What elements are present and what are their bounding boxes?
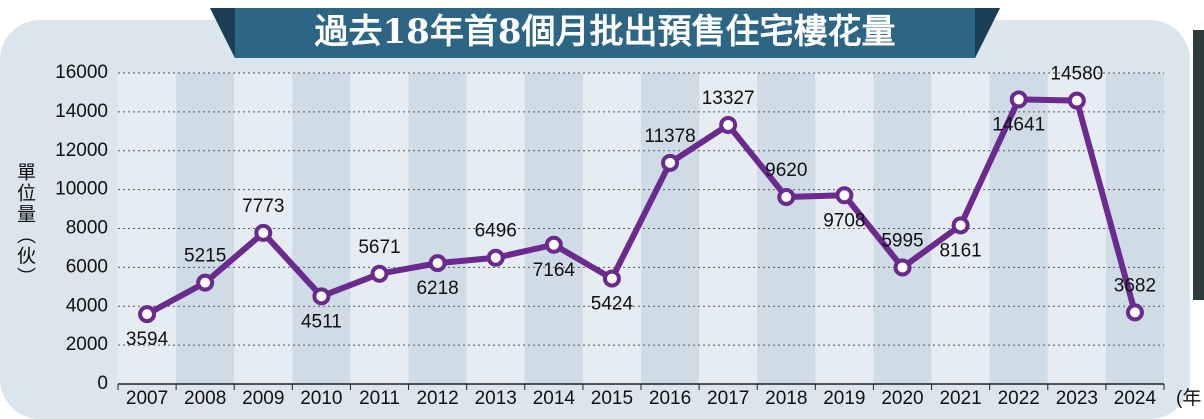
y-tick-label: 2000: [66, 334, 108, 355]
band: [757, 73, 815, 384]
x-tick-label: 2020: [881, 388, 923, 409]
data-label: 4511: [301, 311, 342, 332]
x-tick-label: 2015: [591, 388, 633, 409]
point: [431, 256, 445, 270]
x-tick-label: 2024: [1114, 388, 1157, 409]
x-axis-label: (年: [1176, 387, 1201, 409]
point: [663, 156, 677, 170]
point: [314, 289, 328, 303]
point: [1128, 305, 1142, 319]
data-label: 9620: [765, 160, 807, 181]
data-label: 5424: [591, 294, 634, 315]
band: [292, 73, 350, 384]
photo-edge: [1193, 30, 1204, 300]
chart-title: 過去18年首8個月批出預售住宅樓花量: [315, 12, 896, 52]
data-label: 11378: [644, 126, 695, 147]
point: [721, 118, 735, 132]
band: [409, 73, 467, 384]
y-tick-label: 0: [97, 373, 108, 394]
x-tick-label: 2019: [823, 388, 865, 409]
data-label: 14580: [1050, 64, 1103, 85]
point: [547, 238, 561, 252]
data-label: 8161: [939, 240, 981, 261]
data-label: 13327: [702, 88, 755, 109]
data-label: 9708: [823, 210, 865, 231]
x-tick-label: 2021: [939, 388, 981, 409]
y-tick-label: 4000: [66, 295, 108, 316]
x-tick-label: 2011: [359, 388, 400, 409]
x-tick-label: 2018: [765, 388, 807, 409]
band: [583, 73, 641, 384]
x-tick-label: 2010: [300, 388, 342, 409]
point: [198, 276, 212, 290]
band: [1048, 73, 1106, 384]
point: [1070, 94, 1084, 108]
x-tick-label: 2023: [1056, 388, 1098, 409]
data-label: 5671: [358, 237, 400, 258]
point: [489, 251, 503, 265]
point: [954, 218, 968, 232]
data-label: 14641: [992, 114, 1045, 135]
y-tick-label: 6000: [66, 256, 108, 277]
y-tick-label: 16000: [55, 62, 108, 83]
point: [605, 272, 619, 286]
data-label: 7773: [242, 196, 284, 217]
point: [140, 307, 154, 321]
point: [256, 226, 270, 240]
point: [779, 190, 793, 204]
data-label: 5215: [184, 246, 226, 267]
point: [837, 188, 851, 202]
data-label: 5995: [881, 230, 923, 251]
chart: 過去18年首8個月批出預售住宅樓花量 單位量（伙） (年 0 2000 4000 60…: [0, 0, 1204, 419]
band: [873, 73, 931, 384]
point: [373, 267, 387, 281]
data-label: 3682: [1114, 275, 1156, 296]
y-tick-label: 12000: [55, 140, 108, 161]
x-tick-label: 2014: [533, 388, 576, 409]
x-tick-label: 2007: [126, 388, 168, 409]
data-label: 6218: [416, 278, 458, 299]
y-tick-label: 10000: [55, 179, 108, 200]
x-tick-label: 2009: [242, 388, 284, 409]
x-tick-label: 2012: [416, 388, 458, 409]
data-label: 3594: [126, 329, 169, 350]
point: [896, 260, 910, 274]
x-tick-label: 2008: [184, 388, 226, 409]
data-label: 7164: [533, 260, 576, 281]
x-tick-label: 2016: [649, 388, 691, 409]
y-tick-label: 8000: [66, 218, 108, 239]
data-label: 6496: [475, 221, 517, 242]
x-tick-label: 2013: [475, 388, 517, 409]
x-tick-label: 2022: [998, 388, 1040, 409]
x-tick-label: 2017: [707, 388, 749, 409]
y-tick-label: 14000: [55, 101, 108, 122]
y-axis-label: 單位量（伙）: [14, 162, 36, 288]
point: [1012, 92, 1026, 106]
